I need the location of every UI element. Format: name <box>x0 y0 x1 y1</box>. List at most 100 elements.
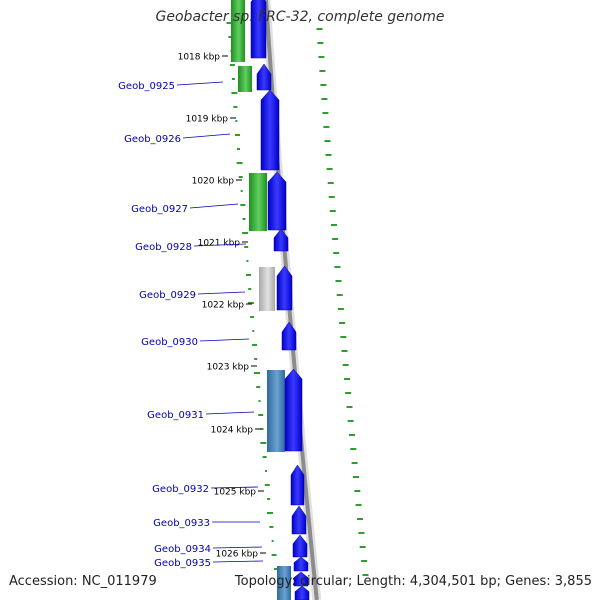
gc-dot <box>321 98 328 100</box>
gc-dot <box>362 574 369 576</box>
gc-dot <box>228 36 233 38</box>
gc-dot <box>357 518 363 520</box>
orthologue-bar <box>231 0 245 62</box>
gc-dot <box>260 442 267 444</box>
cds-arrow <box>250 0 267 59</box>
gene-label: Geob_0933 <box>153 518 210 529</box>
gc-dot <box>355 504 362 506</box>
gc-dot <box>324 140 331 142</box>
gc-dot <box>240 204 246 206</box>
accession-text: Accession: NC_011979 <box>9 574 157 589</box>
gc-dot <box>242 232 249 234</box>
gc-dot <box>349 434 355 436</box>
gc-dot <box>246 274 251 276</box>
gene-leader-line <box>193 243 247 247</box>
scale-tick-label: 1025 kbp <box>214 488 257 498</box>
gc-dot <box>344 378 350 380</box>
gc-dot <box>341 350 348 352</box>
gc-dot <box>267 512 273 514</box>
scale-tick-label: 1022 kbp <box>202 301 245 311</box>
gc-dot <box>274 568 277 570</box>
gc-dot <box>258 400 261 402</box>
gc-dot <box>351 462 358 464</box>
page-title: Geobacter sp. FRC-32, complete genome <box>155 9 445 25</box>
gc-dot <box>264 484 270 486</box>
gene-leader-line <box>197 291 246 295</box>
scale-tick-label: 1021 kbp <box>198 239 241 249</box>
gc-dot <box>331 224 337 226</box>
gc-dot <box>327 182 334 184</box>
gene-leader-line <box>212 560 264 563</box>
gc-dot <box>229 64 235 66</box>
gc-dot <box>269 526 274 528</box>
cds-track <box>250 0 310 600</box>
orthologue-bar <box>259 267 275 311</box>
gc-dot <box>262 456 267 458</box>
gc-dot <box>325 154 332 156</box>
gc-dot <box>265 470 267 472</box>
gene-leader-line <box>199 338 250 342</box>
gc-dot <box>250 316 255 318</box>
gene-label: Geob_0931 <box>147 410 204 421</box>
gc-dot <box>246 260 249 262</box>
gc-dot <box>254 358 258 360</box>
gc-dot <box>252 344 257 346</box>
gc-dot <box>337 308 344 310</box>
gc-dot <box>231 92 238 94</box>
gc-dot <box>336 294 343 296</box>
scale-tick-label: 1018 kbp <box>178 53 221 63</box>
gc-dot <box>237 148 240 150</box>
gc-dot <box>233 106 238 108</box>
gene-leader-line <box>182 133 231 139</box>
gc-dot <box>353 476 359 478</box>
gc-dot <box>247 302 254 304</box>
gc-dot <box>317 42 324 44</box>
gc-dot <box>322 112 329 114</box>
gc-dot <box>236 162 243 164</box>
gc-content-track <box>226 22 369 576</box>
cds-arrow <box>293 571 309 587</box>
cds-arrow <box>267 171 287 231</box>
gc-dot <box>334 266 341 268</box>
gc-dot <box>316 28 323 30</box>
gc-dot <box>346 406 353 408</box>
gene-label: Geob_0930 <box>141 337 198 348</box>
gc-dot <box>235 120 238 122</box>
gc-dot <box>328 196 335 198</box>
gc-dot <box>340 336 347 338</box>
gc-dot <box>252 330 255 332</box>
gc-dot <box>226 22 233 24</box>
scale-tick-label: 1020 kbp <box>192 177 235 187</box>
gene-label: Geob_0935 <box>154 558 211 569</box>
gc-dot <box>258 414 264 416</box>
orthologue-bar <box>277 566 291 600</box>
scale-tick-label: 1019 kbp <box>186 115 229 125</box>
gc-dot <box>361 560 368 562</box>
orthologue-bar <box>238 66 252 92</box>
cds-arrow <box>290 464 305 506</box>
gene-leader-line <box>212 546 263 549</box>
gc-dot <box>339 322 346 324</box>
cds-arrow <box>284 368 303 452</box>
orthologue-bar <box>267 370 285 452</box>
gene-leader-line <box>210 486 259 489</box>
gc-dot <box>271 554 277 556</box>
gc-dot <box>347 420 354 422</box>
gene-label: Geob_0928 <box>135 242 192 253</box>
gc-dot <box>244 246 249 248</box>
gc-dot <box>335 280 342 282</box>
gene-label: Geob_0929 <box>139 290 196 301</box>
orthologue-track <box>231 0 291 600</box>
gc-dot <box>332 238 339 240</box>
cds-arrow <box>281 321 297 351</box>
gc-dot <box>231 78 235 80</box>
gc-dot <box>354 490 361 492</box>
gc-dot <box>345 392 352 394</box>
gc-dot <box>271 540 274 542</box>
scale-tick-label: 1026 kbp <box>216 550 259 560</box>
cds-arrow <box>256 63 272 91</box>
gc-dot <box>242 218 246 220</box>
gene-label: Geob_0927 <box>131 204 188 215</box>
gc-dot <box>235 134 240 136</box>
